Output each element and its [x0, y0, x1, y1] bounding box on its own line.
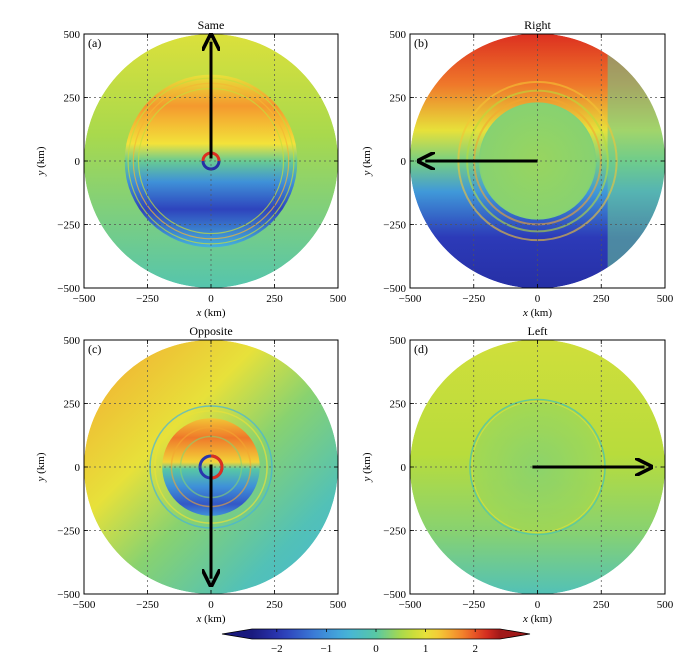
y-axis-var: y	[35, 171, 47, 177]
y-tick-label: 250	[64, 93, 81, 105]
panel-d: −500 −250 0 250 500 −500 −250 0 250 500 Left (d) x (…	[361, 324, 674, 625]
panel-tag: (b)	[414, 36, 428, 50]
x-axis-label: x (km)	[195, 307, 225, 319]
y-tick-label: 0	[75, 156, 81, 168]
y-axis-var: y	[361, 171, 373, 177]
x-tick-label: −500	[399, 599, 422, 611]
y-axis-var: y	[361, 477, 373, 483]
panel-title: Same	[198, 18, 225, 32]
y-tick-label: −500	[383, 283, 406, 295]
panel-title: Opposite	[189, 324, 232, 338]
y-tick-label: 500	[64, 335, 81, 347]
core-positive	[210, 454, 224, 480]
x-axis-label: x (km)	[522, 307, 552, 319]
y-tick-label: 500	[64, 29, 81, 41]
y-axis-label: y (km)	[361, 146, 373, 176]
core-negative	[201, 160, 221, 171]
x-axis-var: x	[522, 307, 528, 319]
x-tick-label: −500	[399, 293, 422, 305]
colorbar: −2 −1 0 1 2	[221, 628, 531, 653]
panel-title: Left	[528, 324, 549, 338]
colorbar-tick-label: 2	[472, 643, 478, 653]
colorbar-tick-label: 0	[373, 643, 379, 653]
y-tick-label: −500	[57, 283, 80, 295]
x-tick-label: 250	[593, 293, 610, 305]
x-tick-label: 500	[657, 599, 674, 611]
y-tick-label: −250	[57, 220, 80, 232]
panel-b: −500 −250 0 250 500 −500 −250 0 250 500 Right (b) x …	[361, 18, 674, 319]
x-tick-label: 250	[266, 293, 283, 305]
x-tick-label: 500	[330, 293, 347, 305]
colorbar-extend-low	[222, 629, 252, 639]
x-axis-unit: (km)	[528, 613, 552, 625]
panel-title: Right	[524, 18, 551, 32]
y-tick-label: 0	[401, 462, 407, 474]
y-tick-label: 250	[64, 399, 81, 411]
x-tick-label: 0	[208, 599, 214, 611]
x-tick-label: −250	[136, 293, 159, 305]
colorbar-tick-label: −2	[271, 643, 283, 653]
x-tick-label: 0	[535, 599, 541, 611]
y-axis-unit: (km)	[35, 452, 47, 476]
y-axis-unit: (km)	[361, 146, 373, 170]
colorbar-tick-label: −1	[321, 643, 333, 653]
x-tick-label: −500	[73, 293, 96, 305]
x-tick-label: 0	[535, 293, 541, 305]
y-tick-label: −250	[57, 526, 80, 538]
y-tick-label: 0	[75, 462, 81, 474]
y-axis-unit: (km)	[35, 146, 47, 170]
y-tick-label: 500	[390, 29, 407, 41]
y-tick-label: 500	[390, 335, 407, 347]
x-tick-label: 0	[208, 293, 214, 305]
y-axis-unit: (km)	[361, 452, 373, 476]
y-tick-label: −250	[383, 526, 406, 538]
y-tick-label: 250	[390, 93, 407, 105]
y-tick-label: 250	[390, 399, 407, 411]
panels: −500 −250 0 250 500 −500 −250 0 250 500 Same (a) x (…	[35, 18, 674, 625]
x-axis-unit: (km)	[201, 613, 225, 625]
panel-a: −500 −250 0 250 500 −500 −250 0 250 500 Same (a) x (…	[35, 18, 347, 319]
x-axis-label: x (km)	[522, 613, 552, 625]
colorbar-bar	[252, 629, 500, 639]
y-axis-var: y	[35, 477, 47, 483]
panel-tag: (d)	[414, 342, 428, 356]
x-axis-var: x	[195, 307, 201, 319]
y-axis-label: y (km)	[361, 452, 373, 482]
x-tick-label: 500	[330, 599, 347, 611]
x-tick-label: −500	[73, 599, 96, 611]
x-axis-var: x	[522, 613, 528, 625]
x-axis-unit: (km)	[201, 307, 225, 319]
y-tick-label: −500	[383, 589, 406, 601]
x-tick-label: 250	[266, 599, 283, 611]
x-tick-label: 250	[593, 599, 610, 611]
y-tick-label: −500	[57, 589, 80, 601]
x-tick-label: −250	[462, 293, 485, 305]
colorbar-outline	[221, 628, 531, 640]
x-tick-label: 500	[657, 293, 674, 305]
x-axis-label: x (km)	[195, 613, 225, 625]
x-tick-label: −250	[136, 599, 159, 611]
panel-c: −500 −250 0 250 500 −500 −250 0 250 500 Opposite (c…	[35, 324, 347, 625]
x-axis-unit: (km)	[528, 307, 552, 319]
colorbar-extend-high	[500, 629, 530, 639]
y-tick-label: −250	[383, 220, 406, 232]
y-axis-label: y (km)	[35, 452, 47, 482]
y-axis-label: y (km)	[35, 146, 47, 176]
panel-tag: (c)	[88, 342, 101, 356]
colorbar-tick-label: 1	[423, 643, 429, 653]
x-tick-label: −250	[462, 599, 485, 611]
panel-tag: (a)	[88, 36, 101, 50]
x-axis-var: x	[195, 613, 201, 625]
y-tick-label: 0	[401, 156, 407, 168]
